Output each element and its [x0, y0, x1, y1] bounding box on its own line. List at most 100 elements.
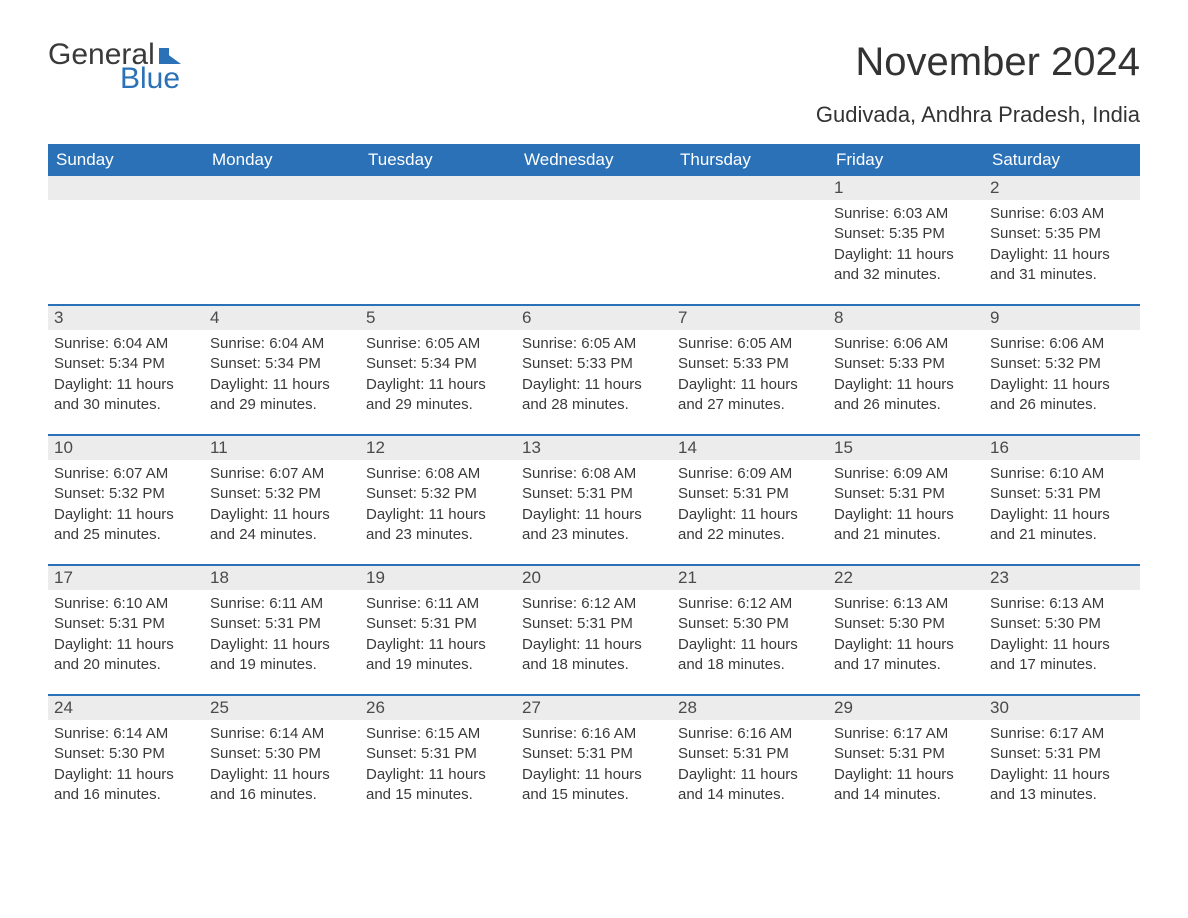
day-details: Sunrise: 6:12 AMSunset: 5:31 PMDaylight:…: [516, 590, 672, 681]
logo: General Blue: [48, 40, 181, 94]
day-details: Sunrise: 6:10 AMSunset: 5:31 PMDaylight:…: [48, 590, 204, 681]
weekday-monday: Monday: [204, 144, 360, 176]
week-row: 3Sunrise: 6:04 AMSunset: 5:34 PMDaylight…: [48, 304, 1140, 434]
weekday-tuesday: Tuesday: [360, 144, 516, 176]
day-cell: 9Sunrise: 6:06 AMSunset: 5:32 PMDaylight…: [984, 306, 1140, 434]
day-details: Sunrise: 6:12 AMSunset: 5:30 PMDaylight:…: [672, 590, 828, 681]
day-details: Sunrise: 6:16 AMSunset: 5:31 PMDaylight:…: [672, 720, 828, 811]
week-row: 17Sunrise: 6:10 AMSunset: 5:31 PMDayligh…: [48, 564, 1140, 694]
day-cell: 3Sunrise: 6:04 AMSunset: 5:34 PMDaylight…: [48, 306, 204, 434]
day-details: Sunrise: 6:11 AMSunset: 5:31 PMDaylight:…: [360, 590, 516, 681]
day-cell: 2Sunrise: 6:03 AMSunset: 5:35 PMDaylight…: [984, 176, 1140, 304]
day-details: Sunrise: 6:09 AMSunset: 5:31 PMDaylight:…: [672, 460, 828, 551]
weekday-wednesday: Wednesday: [516, 144, 672, 176]
day-details: Sunrise: 6:07 AMSunset: 5:32 PMDaylight:…: [204, 460, 360, 551]
day-number: [204, 176, 360, 200]
logo-triangle-icon: [159, 48, 181, 64]
week-row: 24Sunrise: 6:14 AMSunset: 5:30 PMDayligh…: [48, 694, 1140, 824]
day-number: 27: [516, 696, 672, 720]
day-number: 12: [360, 436, 516, 460]
day-cell: 25Sunrise: 6:14 AMSunset: 5:30 PMDayligh…: [204, 696, 360, 824]
day-cell: 11Sunrise: 6:07 AMSunset: 5:32 PMDayligh…: [204, 436, 360, 564]
day-details: Sunrise: 6:05 AMSunset: 5:33 PMDaylight:…: [516, 330, 672, 421]
header: General Blue November 2024: [48, 40, 1140, 94]
day-details: Sunrise: 6:08 AMSunset: 5:31 PMDaylight:…: [516, 460, 672, 551]
day-number: 19: [360, 566, 516, 590]
day-cell: 16Sunrise: 6:10 AMSunset: 5:31 PMDayligh…: [984, 436, 1140, 564]
day-cell: 18Sunrise: 6:11 AMSunset: 5:31 PMDayligh…: [204, 566, 360, 694]
day-cell: 21Sunrise: 6:12 AMSunset: 5:30 PMDayligh…: [672, 566, 828, 694]
day-number: 13: [516, 436, 672, 460]
day-number: 25: [204, 696, 360, 720]
day-cell: 24Sunrise: 6:14 AMSunset: 5:30 PMDayligh…: [48, 696, 204, 824]
day-number: 8: [828, 306, 984, 330]
logo-text-blue: Blue: [120, 64, 180, 94]
week-row: 1Sunrise: 6:03 AMSunset: 5:35 PMDaylight…: [48, 176, 1140, 304]
day-details: Sunrise: 6:06 AMSunset: 5:33 PMDaylight:…: [828, 330, 984, 421]
day-cell: 23Sunrise: 6:13 AMSunset: 5:30 PMDayligh…: [984, 566, 1140, 694]
weeks-container: 1Sunrise: 6:03 AMSunset: 5:35 PMDaylight…: [48, 176, 1140, 824]
day-number: 30: [984, 696, 1140, 720]
day-cell: 7Sunrise: 6:05 AMSunset: 5:33 PMDaylight…: [672, 306, 828, 434]
day-cell: 13Sunrise: 6:08 AMSunset: 5:31 PMDayligh…: [516, 436, 672, 564]
weekday-thursday: Thursday: [672, 144, 828, 176]
day-details: Sunrise: 6:11 AMSunset: 5:31 PMDaylight:…: [204, 590, 360, 681]
day-cell: 17Sunrise: 6:10 AMSunset: 5:31 PMDayligh…: [48, 566, 204, 694]
day-cell: 15Sunrise: 6:09 AMSunset: 5:31 PMDayligh…: [828, 436, 984, 564]
day-number: 10: [48, 436, 204, 460]
day-details: Sunrise: 6:17 AMSunset: 5:31 PMDaylight:…: [828, 720, 984, 811]
day-details: Sunrise: 6:14 AMSunset: 5:30 PMDaylight:…: [48, 720, 204, 811]
day-details: Sunrise: 6:09 AMSunset: 5:31 PMDaylight:…: [828, 460, 984, 551]
day-cell: 19Sunrise: 6:11 AMSunset: 5:31 PMDayligh…: [360, 566, 516, 694]
day-details: Sunrise: 6:04 AMSunset: 5:34 PMDaylight:…: [48, 330, 204, 421]
location-subtitle: Gudivada, Andhra Pradesh, India: [48, 102, 1140, 128]
day-details: Sunrise: 6:03 AMSunset: 5:35 PMDaylight:…: [984, 200, 1140, 291]
day-details: Sunrise: 6:13 AMSunset: 5:30 PMDaylight:…: [984, 590, 1140, 681]
day-details: Sunrise: 6:03 AMSunset: 5:35 PMDaylight:…: [828, 200, 984, 291]
day-cell: 6Sunrise: 6:05 AMSunset: 5:33 PMDaylight…: [516, 306, 672, 434]
day-cell: 28Sunrise: 6:16 AMSunset: 5:31 PMDayligh…: [672, 696, 828, 824]
day-cell: 26Sunrise: 6:15 AMSunset: 5:31 PMDayligh…: [360, 696, 516, 824]
day-cell: 30Sunrise: 6:17 AMSunset: 5:31 PMDayligh…: [984, 696, 1140, 824]
day-number: [48, 176, 204, 200]
day-number: 4: [204, 306, 360, 330]
day-details: Sunrise: 6:05 AMSunset: 5:33 PMDaylight:…: [672, 330, 828, 421]
day-number: 22: [828, 566, 984, 590]
day-details: Sunrise: 6:05 AMSunset: 5:34 PMDaylight:…: [360, 330, 516, 421]
day-details: Sunrise: 6:13 AMSunset: 5:30 PMDaylight:…: [828, 590, 984, 681]
weekday-friday: Friday: [828, 144, 984, 176]
day-cell: [48, 176, 204, 304]
day-details: Sunrise: 6:17 AMSunset: 5:31 PMDaylight:…: [984, 720, 1140, 811]
day-cell: 22Sunrise: 6:13 AMSunset: 5:30 PMDayligh…: [828, 566, 984, 694]
day-number: 7: [672, 306, 828, 330]
day-number: 28: [672, 696, 828, 720]
day-cell: [672, 176, 828, 304]
day-cell: 5Sunrise: 6:05 AMSunset: 5:34 PMDaylight…: [360, 306, 516, 434]
day-details: Sunrise: 6:07 AMSunset: 5:32 PMDaylight:…: [48, 460, 204, 551]
day-number: 3: [48, 306, 204, 330]
day-number: 20: [516, 566, 672, 590]
day-number: 14: [672, 436, 828, 460]
day-cell: 1Sunrise: 6:03 AMSunset: 5:35 PMDaylight…: [828, 176, 984, 304]
day-cell: [516, 176, 672, 304]
day-details: Sunrise: 6:14 AMSunset: 5:30 PMDaylight:…: [204, 720, 360, 811]
day-details: Sunrise: 6:08 AMSunset: 5:32 PMDaylight:…: [360, 460, 516, 551]
day-number: 15: [828, 436, 984, 460]
day-number: 5: [360, 306, 516, 330]
day-cell: 8Sunrise: 6:06 AMSunset: 5:33 PMDaylight…: [828, 306, 984, 434]
weekday-sunday: Sunday: [48, 144, 204, 176]
day-number: 6: [516, 306, 672, 330]
day-number: 11: [204, 436, 360, 460]
day-cell: [360, 176, 516, 304]
day-details: Sunrise: 6:15 AMSunset: 5:31 PMDaylight:…: [360, 720, 516, 811]
day-number: 24: [48, 696, 204, 720]
weekday-header-row: SundayMondayTuesdayWednesdayThursdayFrid…: [48, 144, 1140, 176]
day-cell: 12Sunrise: 6:08 AMSunset: 5:32 PMDayligh…: [360, 436, 516, 564]
day-number: 23: [984, 566, 1140, 590]
day-number: 9: [984, 306, 1140, 330]
day-cell: 20Sunrise: 6:12 AMSunset: 5:31 PMDayligh…: [516, 566, 672, 694]
day-number: 2: [984, 176, 1140, 200]
day-number: 29: [828, 696, 984, 720]
page-title: November 2024: [855, 40, 1140, 85]
day-cell: [204, 176, 360, 304]
